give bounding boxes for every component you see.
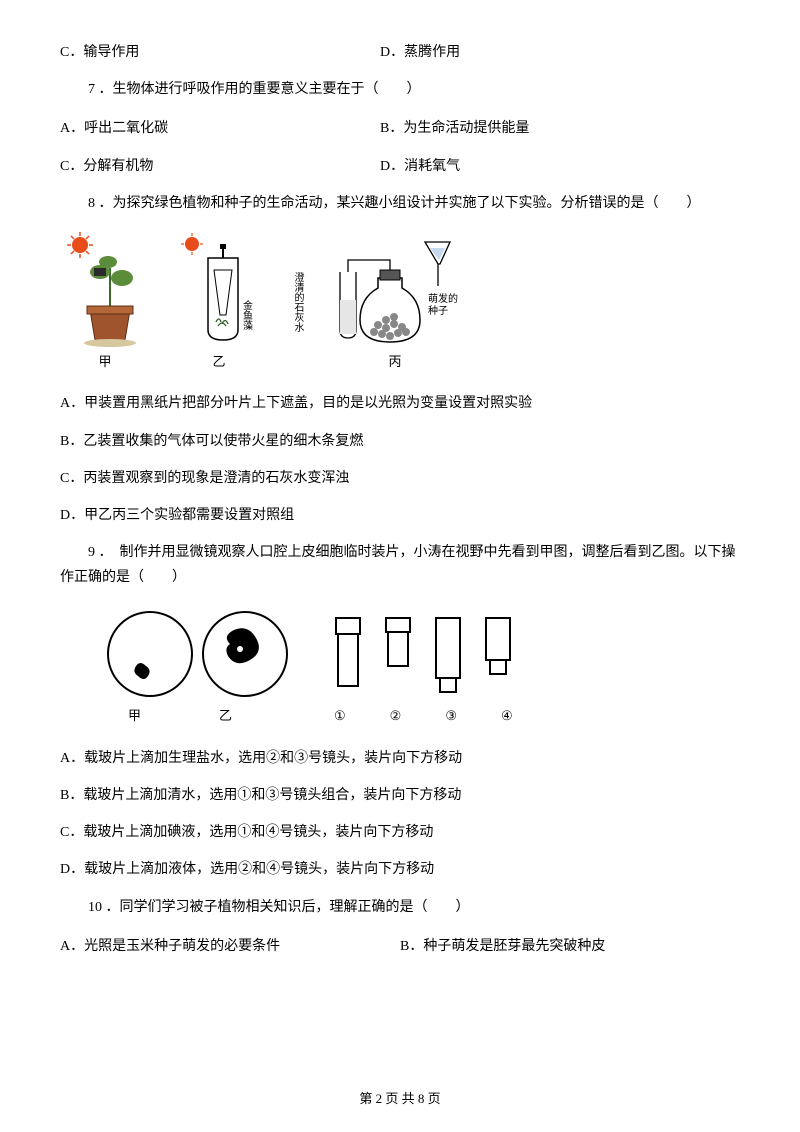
- q10-opt-a: A．光照是玉米种子萌发的必要条件: [60, 934, 400, 959]
- q7-options-cd: C．分解有机物 D．消耗氧气: [60, 154, 740, 179]
- q6-opt-c: C．输导作用: [60, 40, 380, 65]
- q9-lbl-3: ③: [445, 704, 457, 727]
- q9-lbl-4: ④: [501, 704, 513, 727]
- q9-lbl-yi: 乙: [219, 704, 232, 727]
- q8-fig-yi-label: 乙: [174, 350, 264, 373]
- q10-options-ab: A．光照是玉米种子萌发的必要条件 B．种子萌发是胚芽最先突破种皮: [60, 934, 740, 959]
- q8-opt-a: A．甲装置用黑纸片把部分叶片上下遮盖，目的是以光照为变量设置对照实验: [60, 391, 740, 416]
- q8-opt-d: D．甲乙丙三个实验都需要设置对照组: [60, 503, 740, 528]
- q9-opt-b: B．载玻片上滴加清水，选用①和③号镜头组合，装片向下方移动: [60, 783, 740, 808]
- q9-opt-a: A．载玻片上滴加生理盐水，选用②和③号镜头，装片向下方移动: [60, 746, 740, 771]
- q8-fig-bing: 萌发的 种子 丙: [330, 230, 460, 373]
- q9-stem: 9 ． 制作并用显微镜观察人口腔上皮细胞临时装片，小涛在视野中先看到甲图，调整后…: [60, 540, 740, 590]
- q9-figure: 甲 乙 ① ② ③ ④: [100, 604, 740, 727]
- q8-stem: 8 ．为探究绿色植物和种子的生命活动，某兴趣小组设计并实施了以下实验。分析错误的…: [60, 191, 740, 216]
- page-footer: 第 2 页 共 8 页: [0, 1087, 800, 1110]
- q9-lbl-jia: 甲: [128, 704, 141, 727]
- q10-opt-b: B．种子萌发是胚芽最先突破种皮: [400, 934, 740, 959]
- q7-opt-b: B．为生命活动提供能量: [380, 116, 740, 141]
- q7-opt-a: A．呼出二氧化碳: [60, 116, 380, 141]
- q9-circles: 甲 乙: [100, 604, 300, 727]
- svg-text:金鱼藻: 金鱼藻: [241, 299, 253, 331]
- svg-text:萌发的: 萌发的: [428, 292, 458, 305]
- q7-stem: 7 ．生物体进行呼吸作用的重要意义主要在于（ ）: [60, 77, 740, 102]
- q9-lbl-2: ②: [390, 704, 402, 727]
- q6-options-cd: C．输导作用 D．蒸腾作用: [60, 40, 740, 65]
- q8-fig-jia: 甲: [60, 230, 150, 373]
- q8-fig-jia-label: 甲: [60, 350, 150, 373]
- q9-lenses: ① ② ③ ④: [330, 614, 516, 727]
- q8-opt-c: C．丙装置观察到的现象是澄清的石灰水变浑浊: [60, 466, 740, 491]
- q9-lbl-1: ①: [334, 704, 346, 727]
- q6-opt-d: D．蒸腾作用: [380, 40, 740, 65]
- q9-opt-d: D．载玻片上滴加液体，选用②和④号镜头，装片向下方移动: [60, 857, 740, 882]
- q10-stem: 10 ．同学们学习被子植物相关知识后，理解正确的是（ ）: [60, 895, 740, 920]
- q7-opt-d: D．消耗氧气: [380, 154, 740, 179]
- q7-opt-c: C．分解有机物: [60, 154, 380, 179]
- q9-opt-c: C．载玻片上滴加碘液，选用①和④号镜头，装片向下方移动: [60, 820, 740, 845]
- q8-fig-bing-label: 丙: [330, 350, 460, 373]
- q8-fig-yi: 金鱼藻 乙: [174, 230, 264, 373]
- q8-figure: 甲 金鱼藻 乙 澄清的石灰水: [60, 230, 740, 373]
- svg-text:种子: 种子: [428, 304, 448, 317]
- q8-opt-b: B．乙装置收集的气体可以使带火星的细木条复燃: [60, 429, 740, 454]
- q8-fig-lime: 澄清的石灰水: [288, 257, 306, 347]
- q7-options-ab: A．呼出二氧化碳 B．为生命活动提供能量: [60, 116, 740, 141]
